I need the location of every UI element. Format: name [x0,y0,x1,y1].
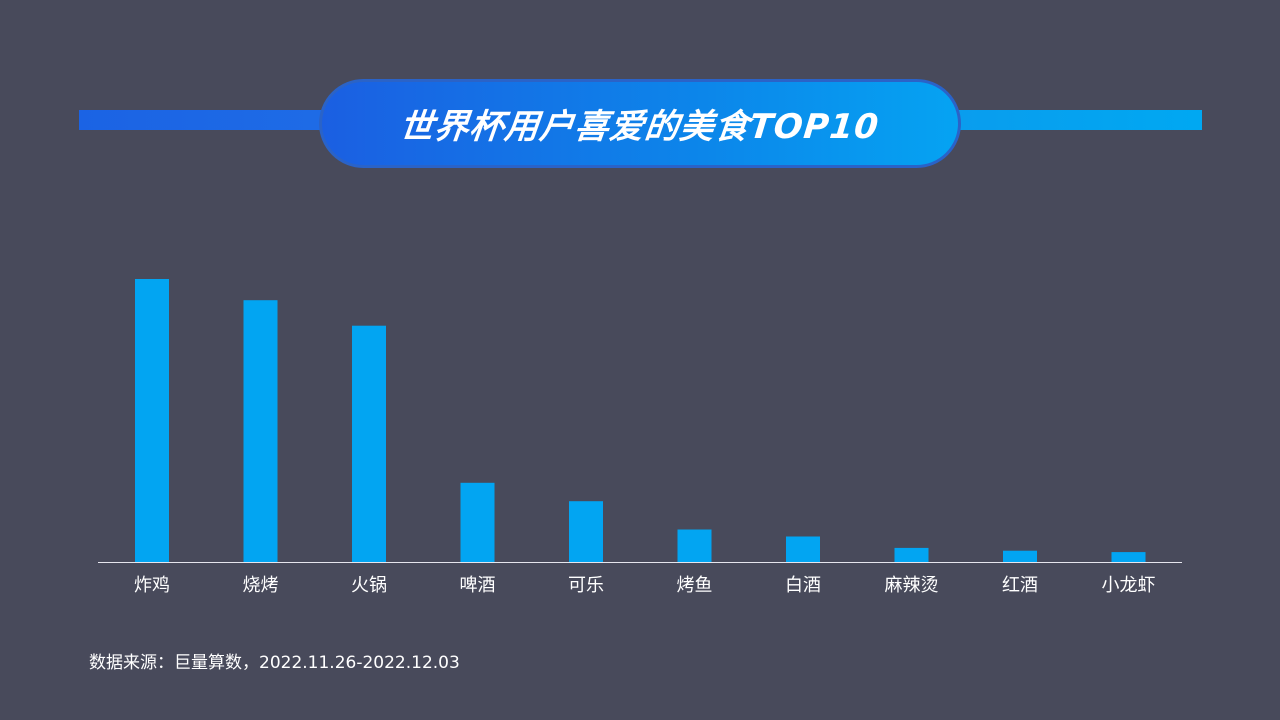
title-bar-left [79,110,341,130]
bar-group [135,279,1146,563]
category-label: 小龙虾 [1102,575,1156,596]
bar-8 [894,547,929,563]
category-label: 炸鸡 [134,575,170,596]
bar-7 [786,536,820,562]
bar-3 [352,325,386,562]
category-label: 啤酒 [460,575,496,596]
category-label: 烤鱼 [677,575,713,596]
category-label: 火锅 [351,575,387,596]
bar-9 [1003,550,1037,562]
category-label: 红酒 [1002,575,1038,596]
title-bar-right [940,110,1202,130]
data-source-note: 数据来源：巨量算数，2022.11.26-2022.12.03 [89,653,460,673]
category-label: 白酒 [785,575,821,596]
category-label: 麻辣烫 [885,575,939,596]
bar-2 [243,300,278,562]
category-label-group: 炸鸡 烧烤 火锅 啤酒 可乐 烤鱼 白酒 麻辣烫 红酒 小龙虾 [134,575,1156,596]
category-label: 烧烤 [243,575,279,596]
bar-1 [135,279,169,562]
bar-5 [569,501,603,562]
bar-10 [1111,552,1146,562]
category-label: 可乐 [568,575,604,596]
bar-6 [677,529,712,562]
title-banner: 世界杯用户喜爱的美食TOP10 [319,79,961,168]
bar-4 [460,482,495,562]
